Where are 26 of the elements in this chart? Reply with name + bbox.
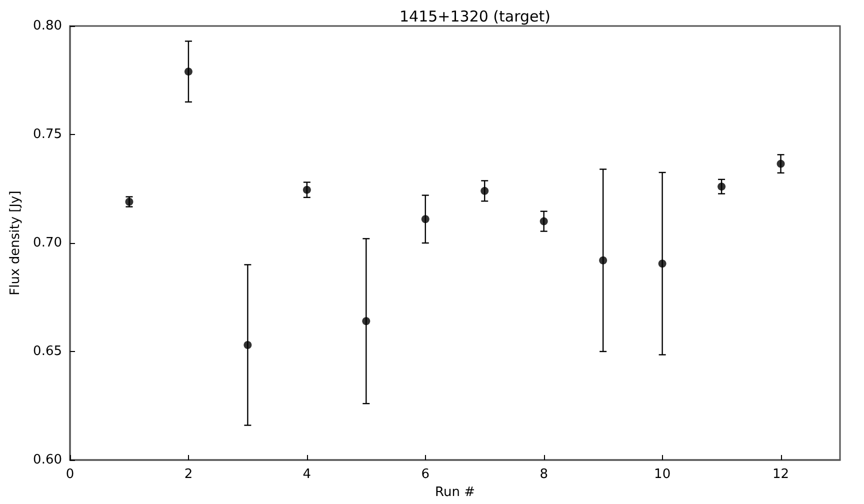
x-tick-label: 4 xyxy=(302,467,312,482)
y-tick-label: 0.65 xyxy=(33,344,62,359)
y-tick-label: 0.75 xyxy=(33,127,62,142)
point xyxy=(302,186,311,194)
point xyxy=(718,182,726,191)
point xyxy=(244,340,252,349)
x-tick-label: 10 xyxy=(654,467,671,482)
x-tick-label: 0 xyxy=(66,467,74,482)
y-tick-label: 0.70 xyxy=(33,236,62,250)
point xyxy=(421,215,430,224)
point xyxy=(776,160,785,168)
point xyxy=(599,256,608,264)
point xyxy=(540,217,548,226)
y-tick-label: 0.80 xyxy=(33,18,62,34)
point xyxy=(362,317,370,326)
y-tick-label: 0.60 xyxy=(33,452,62,468)
x-tick-label: 6 xyxy=(421,467,430,482)
point xyxy=(184,68,192,76)
point xyxy=(658,260,666,268)
x-tick-label: 8 xyxy=(540,467,548,482)
chart-title: 1415+1320 (target) xyxy=(400,8,550,26)
y-axis-title: Flux density [Jy] xyxy=(8,190,24,296)
x-axis-title: Run # xyxy=(435,485,475,500)
point xyxy=(480,186,489,195)
x-tick-label: 12 xyxy=(772,467,790,482)
x-tick-label: 2 xyxy=(184,467,193,482)
